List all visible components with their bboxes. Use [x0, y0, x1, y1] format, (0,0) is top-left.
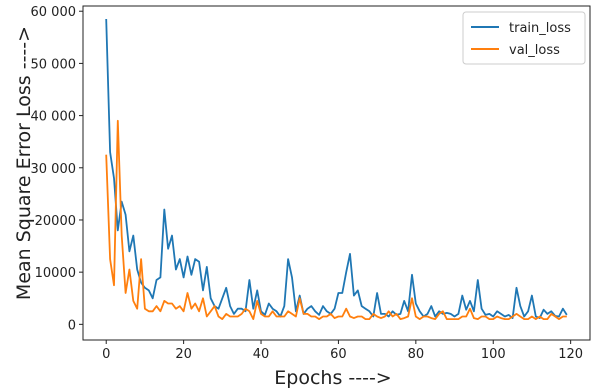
x-axis-label: Epochs ---->	[274, 367, 391, 389]
legend-label: val_loss	[509, 43, 560, 58]
legend: train_loss val_loss	[462, 11, 586, 65]
y-tick-label: 50 000	[31, 57, 77, 72]
x-tick-label: 60	[330, 347, 347, 362]
x-tick-label: 40	[253, 347, 270, 362]
axes-frame	[82, 5, 591, 341]
y-tick-label: 10000	[35, 266, 76, 281]
x-tick-label: 120	[558, 347, 583, 362]
x-tick-label: 0	[102, 347, 110, 362]
legend-label: train_loss	[509, 21, 571, 36]
legend-box	[462, 11, 586, 65]
series-line-train-loss	[105, 18, 568, 320]
y-tick-label: 60 000	[31, 5, 77, 20]
y-tick-label: 20000	[35, 214, 76, 229]
y-tick-label: 40 000	[31, 110, 77, 125]
series-layer	[105, 18, 568, 321]
series-line-val-loss	[105, 119, 567, 321]
x-tick-label: 20	[175, 347, 192, 362]
y-axis-label: Mean Square Error Loss ---->	[13, 26, 35, 300]
x-tick-label: 80	[408, 347, 425, 362]
x-tick-label: 100	[481, 347, 506, 362]
x-axis-ticks: 0 20 40 60 80 100 120	[102, 340, 583, 362]
y-tick-label: 30 000	[31, 162, 77, 177]
y-axis-ticks: 0 10000 20000 30 000 40 000 50 000 60 000	[31, 5, 83, 333]
y-tick-label: 0	[68, 318, 76, 333]
